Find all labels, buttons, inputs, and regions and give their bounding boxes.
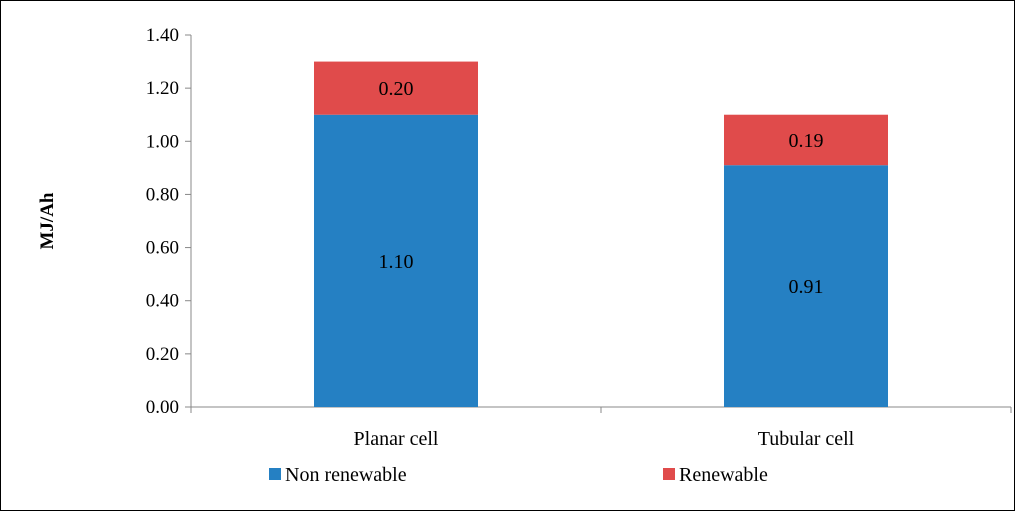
y-tick-label: 0.60 [146, 238, 179, 259]
bar-segment [314, 114, 478, 407]
y-axis-title: MJ/Ah [37, 192, 58, 249]
data-label: 0.20 [379, 78, 414, 100]
y-tick-label: 0.00 [146, 397, 179, 418]
data-label: 0.91 [789, 276, 824, 298]
data-label: 1.10 [379, 251, 414, 273]
x-axis: Planar cell Tubular cell [190, 406, 1012, 450]
legend-swatch [269, 468, 281, 480]
data-labels: 1.10 0.20 0.91 0.19 [379, 78, 824, 298]
y-tick-label: 1.20 [146, 78, 179, 99]
y-tick-label: 1.40 [146, 25, 179, 46]
x-category-label: Planar cell [354, 428, 439, 450]
y-tick-label: 1.00 [146, 131, 179, 152]
data-label: 0.19 [789, 130, 824, 152]
bar-segment [724, 165, 888, 407]
x-category-label: Tubular cell [758, 428, 855, 450]
y-tick-label: 0.20 [146, 344, 179, 365]
legend: Non renewable Renewable [269, 464, 768, 486]
legend-swatch [663, 468, 675, 480]
bars [314, 61, 888, 407]
y-tick-label: 0.40 [146, 291, 179, 312]
bar-segment [314, 61, 478, 115]
bar-segment [724, 114, 888, 166]
legend-label: Non renewable [285, 464, 407, 486]
legend-label: Renewable [679, 464, 768, 486]
y-axis: 0.00 0.20 0.40 0.60 0.80 1.00 1.20 1.40 [146, 25, 192, 418]
y-tick-label: 0.80 [146, 184, 179, 205]
